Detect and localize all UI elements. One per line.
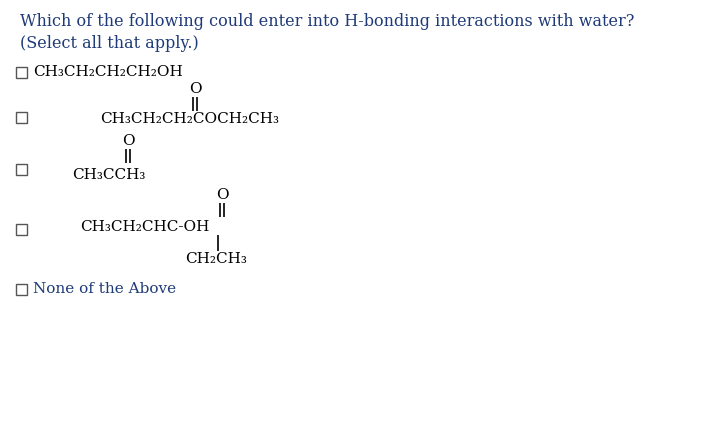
Bar [17,284,28,295]
Text: CH₃CCH₃: CH₃CCH₃ [72,168,146,182]
Text: CH₃CH₂CH₂COCH₂CH₃: CH₃CH₂CH₂COCH₂CH₃ [100,112,279,126]
Bar [17,66,28,77]
Bar [17,223,28,235]
Bar [17,163,28,174]
Text: CH₃CH₂CH₂CH₂OH: CH₃CH₂CH₂CH₂OH [33,65,183,79]
Bar [17,111,28,122]
Text: O: O [122,134,134,148]
Text: O: O [215,188,228,202]
Text: Which of the following could enter into H-bonding interactions with water?: Which of the following could enter into … [20,14,634,31]
Text: CH₂CH₃: CH₂CH₃ [185,252,247,266]
Text: None of the Above: None of the Above [33,282,176,296]
Text: (Select all that apply.): (Select all that apply.) [20,35,199,52]
Text: O: O [188,82,202,96]
Text: CH₃CH₂CHC-OH: CH₃CH₂CHC-OH [80,220,210,234]
